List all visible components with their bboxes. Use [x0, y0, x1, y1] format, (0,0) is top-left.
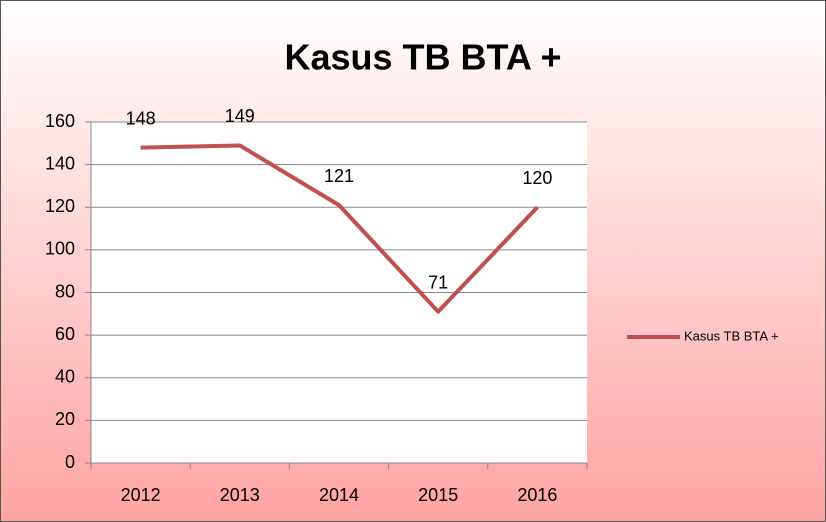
data-label: 149 [225, 106, 255, 126]
y-tick-label: 100 [45, 239, 75, 259]
y-tick-label: 140 [45, 153, 75, 173]
y-tick-label: 40 [55, 367, 75, 387]
data-label: 121 [324, 166, 354, 186]
line-series [140, 143, 539, 314]
y-tick-label: 20 [55, 409, 75, 429]
x-tick-label: 2016 [517, 485, 557, 505]
y-tick-label: 60 [55, 324, 75, 344]
x-tick-label: 2014 [319, 485, 359, 505]
x-tick-label: 2012 [121, 485, 161, 505]
legend-label: Kasus TB BTA + [684, 328, 779, 343]
data-label: 148 [126, 108, 156, 128]
chart-title: Kasus TB BTA + [284, 37, 561, 78]
x-tick-label: 2015 [418, 485, 458, 505]
y-tick-label: 0 [65, 452, 75, 472]
y-tick-label: 80 [55, 281, 75, 301]
x-tick-label: 2013 [220, 485, 260, 505]
y-tick-label: 120 [45, 196, 75, 216]
y-tick-label: 160 [45, 111, 75, 131]
data-label: 120 [522, 168, 552, 188]
data-label: 71 [428, 272, 448, 292]
